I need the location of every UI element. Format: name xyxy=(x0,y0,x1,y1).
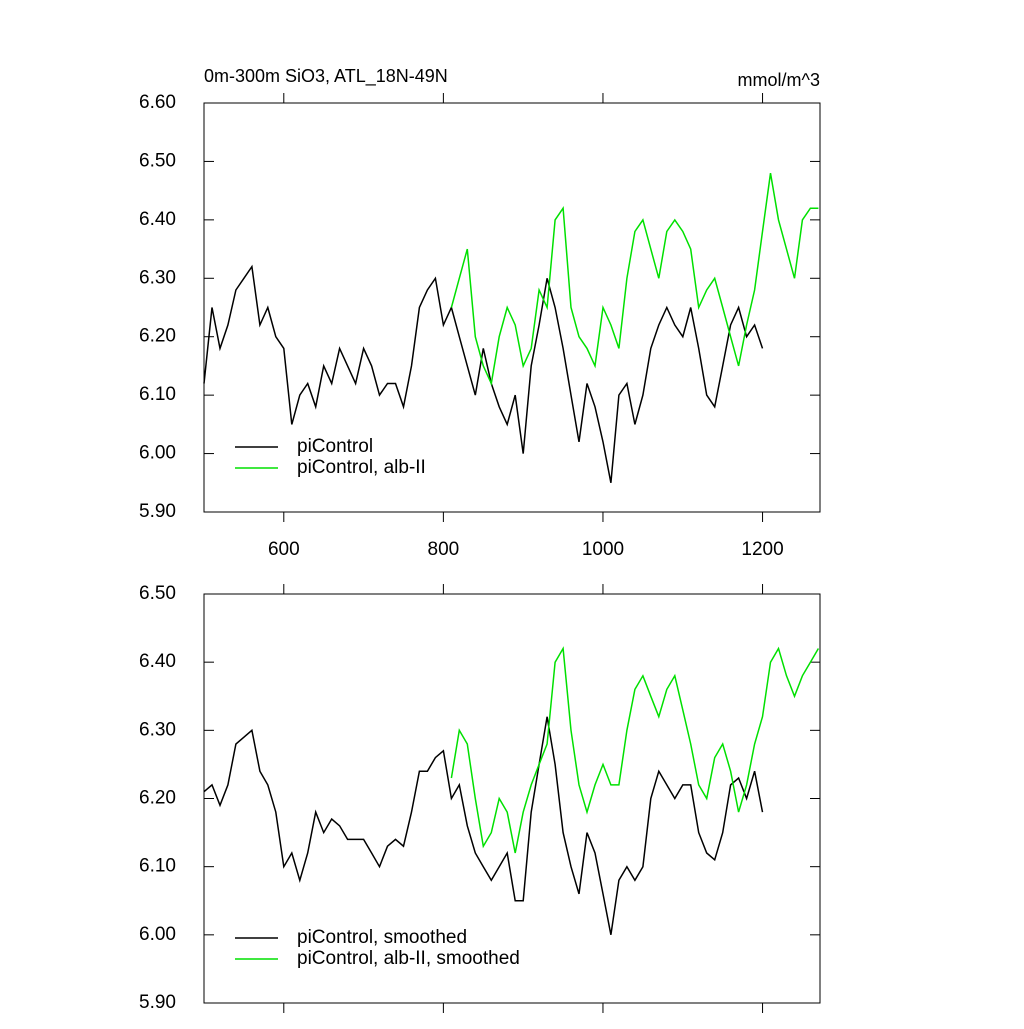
series-line xyxy=(203,716,764,935)
y-tick-label: 6.00 xyxy=(139,924,176,945)
y-tick-label: 6.50 xyxy=(139,150,176,171)
y-tick-label: 6.20 xyxy=(139,788,176,809)
y-tick-label: 6.60 xyxy=(139,92,176,113)
legend-label: piControl, alb-II, smoothed xyxy=(297,948,520,969)
y-tick-label: 6.40 xyxy=(139,209,176,230)
y-tick-label: 6.40 xyxy=(139,651,176,672)
y-tick-label: 6.10 xyxy=(139,384,176,405)
y-tick-label: 6.50 xyxy=(139,583,176,604)
x-tick-label: 1000 xyxy=(582,539,624,560)
plot-frame xyxy=(203,102,821,513)
y-tick-label: 5.90 xyxy=(139,501,176,522)
series-line xyxy=(203,264,764,483)
x-tick-label: 600 xyxy=(268,539,300,560)
legend-label: piControl xyxy=(297,436,373,457)
legend-label: piControl, alb-II xyxy=(297,457,426,478)
series-line xyxy=(450,172,819,387)
y-tick-label: 6.10 xyxy=(139,856,176,877)
y-tick-label: 6.30 xyxy=(139,719,176,740)
x-tick-label: 800 xyxy=(428,539,460,560)
units-label: mmol/m^3 xyxy=(738,70,820,90)
legend-label: piControl, smoothed xyxy=(297,927,467,948)
y-tick-label: 6.20 xyxy=(139,326,176,347)
x-tick-label: 1200 xyxy=(741,539,783,560)
y-tick-label: 6.00 xyxy=(139,443,176,464)
chart-title: 0m-300m SiO3, ATL_18N-49N xyxy=(204,66,448,87)
y-tick-label: 6.30 xyxy=(139,267,176,288)
plot-frame xyxy=(203,593,821,1004)
series-line xyxy=(450,646,820,854)
y-tick-label: 5.90 xyxy=(139,992,176,1013)
